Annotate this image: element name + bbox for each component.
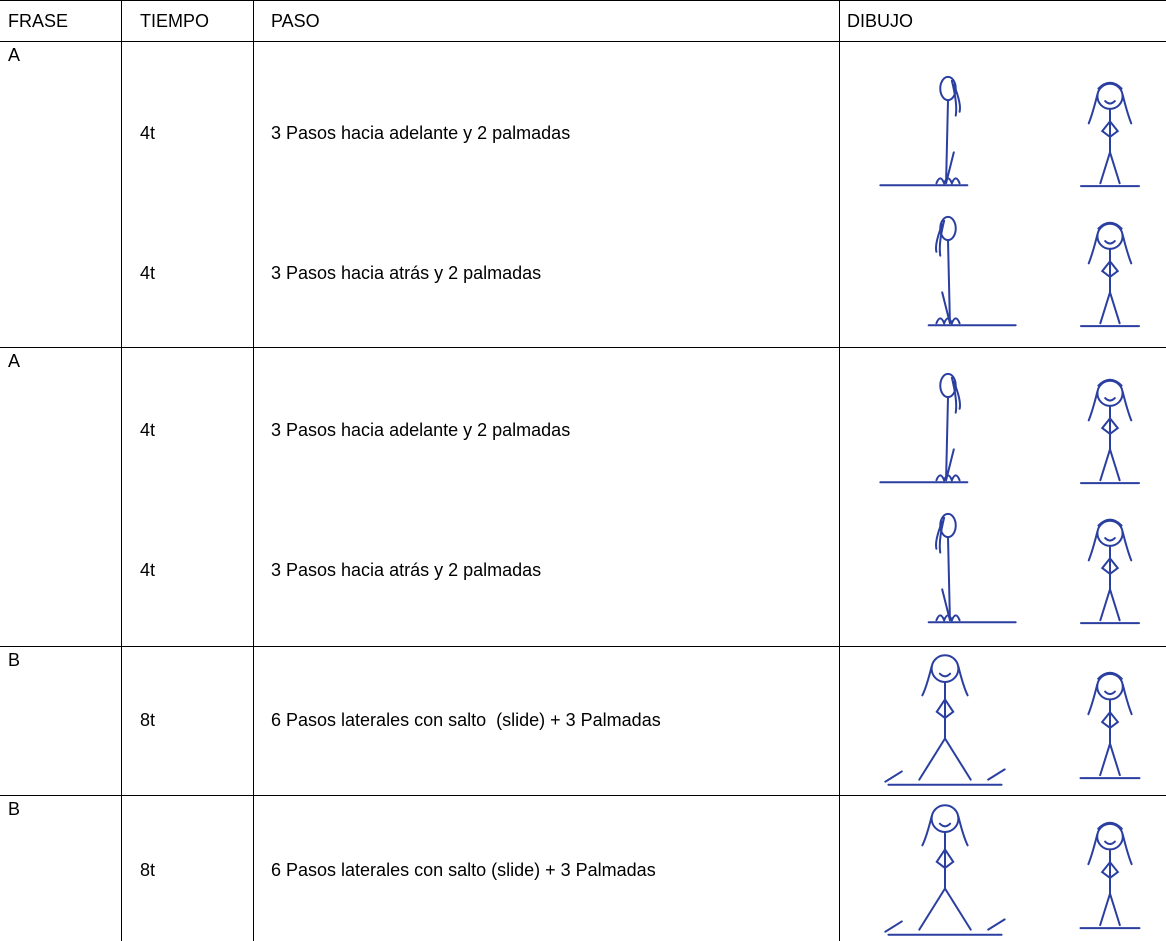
head (1096, 222, 1124, 250)
sketch-stroke (1080, 291, 1140, 328)
sketch-stroke (1100, 107, 1120, 154)
sketch-stroke (1079, 742, 1141, 780)
sketch-stroke (941, 239, 951, 325)
sketch-stroke (950, 79, 961, 117)
sketch-stroke (1104, 840, 1116, 846)
paso-cell: 6 Pasos laterales con salto (slide) + 3 … (271, 860, 656, 880)
paso-cell: 6 Pasos laterales con salto (slide) + 3 … (271, 710, 661, 730)
header-cell: FRASE (8, 11, 69, 31)
sketch-stroke (1087, 518, 1133, 562)
head (930, 804, 960, 833)
sketch-stroke (941, 536, 951, 622)
frase-cell: A (8, 351, 21, 371)
sketch-stroke (935, 474, 961, 483)
head (1096, 519, 1124, 547)
sketch-stroke (935, 614, 961, 623)
dibujo-sketch (884, 654, 1141, 786)
sketch-stroke (935, 830, 955, 890)
frase-cell: A (8, 45, 21, 65)
paso-cell: 3 Pasos hacia atrás y 2 palmadas (271, 263, 542, 283)
sketch-stroke (921, 665, 969, 697)
tiempo-cell: 8t (140, 710, 156, 730)
paso-cell: 3 Pasos hacia atrás y 2 palmadas (271, 560, 542, 580)
sketch-stroke (950, 376, 961, 414)
sketch-stroke (1087, 81, 1133, 125)
tiempo-cell: 4t (140, 263, 156, 283)
head (1096, 379, 1124, 407)
sketch-stroke (1100, 544, 1120, 591)
frase-cell: B (8, 799, 21, 819)
sketch-stroke (887, 737, 1003, 786)
sketch-stroke (935, 317, 961, 326)
sketch-stroke (1087, 821, 1133, 866)
head (1096, 82, 1124, 110)
sketch-stroke (884, 768, 1006, 783)
tiempo-cell: 4t (140, 560, 156, 580)
dibujo-sketch (884, 804, 1141, 936)
sketch-stroke (1100, 848, 1120, 895)
sketch-stroke (1087, 671, 1133, 716)
paso-cell: 3 Pasos hacia adelante y 2 palmadas (271, 123, 571, 143)
sketch-stroke (1100, 404, 1120, 451)
header-cell: DIBUJO (847, 11, 914, 31)
dibujo-sketch (879, 372, 1140, 485)
sketch-stroke (1104, 397, 1116, 402)
header-cell: PASO (271, 11, 320, 31)
sketch-stroke (921, 815, 969, 847)
head (1096, 822, 1124, 851)
sketch-stroke (1104, 690, 1116, 696)
sketch-stroke (945, 99, 955, 185)
head (930, 654, 960, 683)
sketch-stroke (1079, 892, 1141, 930)
paso-cell: 3 Pasos hacia adelante y 2 palmadas (271, 420, 571, 440)
sketch-stroke (935, 219, 946, 257)
sketch-stroke (1087, 378, 1133, 422)
sketch-stroke (1104, 240, 1116, 245)
sketch-stroke (1100, 698, 1120, 745)
sketch-stroke (884, 918, 1006, 933)
sketch-stroke (1100, 247, 1120, 294)
sketch-stroke (935, 516, 946, 554)
dibujo-sketch (927, 512, 1140, 625)
tiempo-cell: 4t (140, 123, 156, 143)
frase-cell: B (8, 650, 21, 670)
sketch-stroke (935, 177, 961, 186)
sketch-stroke (1080, 588, 1140, 625)
head (1096, 672, 1124, 701)
dibujo-sketch (927, 215, 1140, 328)
sketch-stroke (1080, 448, 1140, 485)
header-cell: TIEMPO (140, 11, 210, 31)
sketch-stroke (945, 396, 955, 482)
sketch-stroke (1080, 151, 1140, 188)
sketch-stroke (887, 887, 1003, 936)
sketch-stroke (1087, 221, 1133, 265)
sketch-stroke (1104, 100, 1116, 105)
sketch-stroke (1104, 537, 1116, 542)
tiempo-cell: 4t (140, 420, 156, 440)
sketch-stroke (935, 680, 955, 740)
dibujo-sketch (879, 75, 1140, 188)
tiempo-cell: 8t (140, 860, 156, 880)
